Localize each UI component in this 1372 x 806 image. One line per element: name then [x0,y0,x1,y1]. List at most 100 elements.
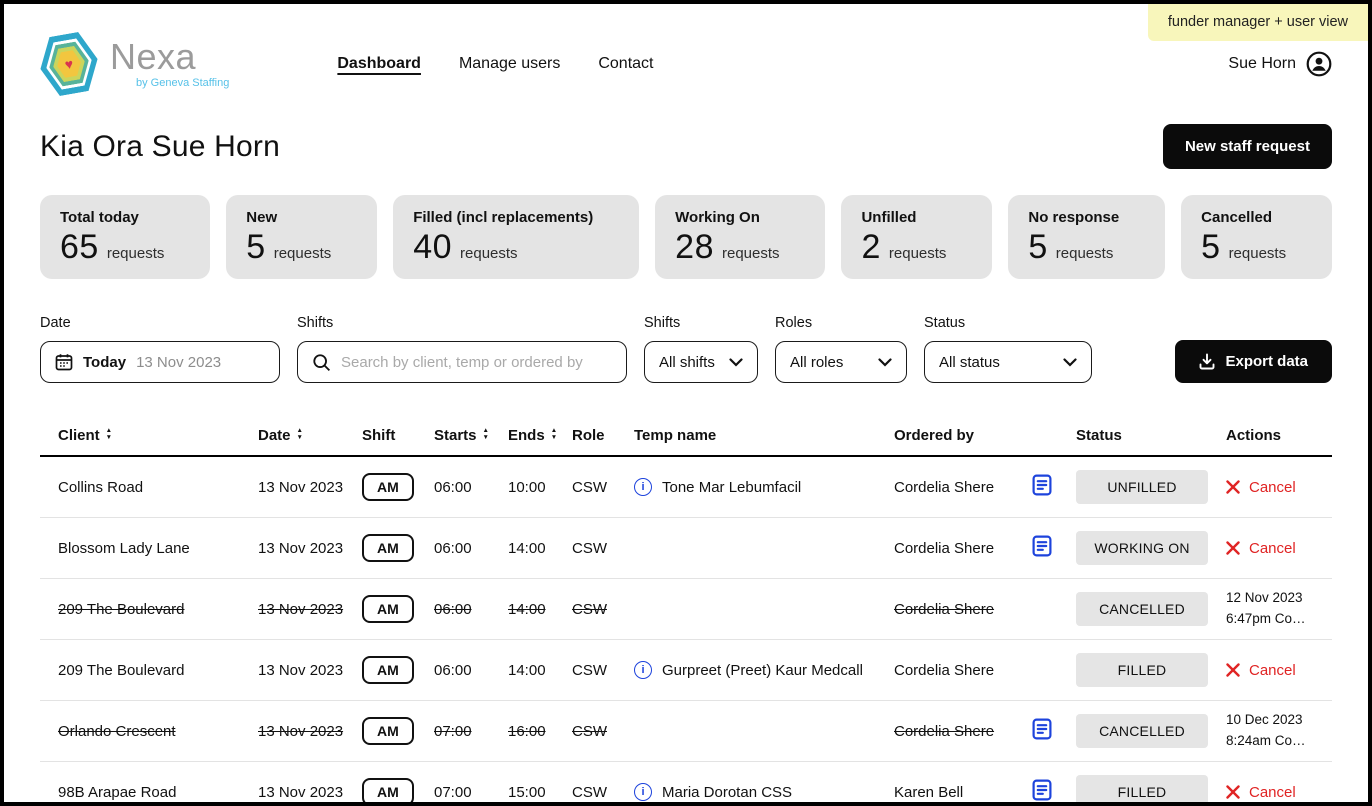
note-document-icon[interactable] [1032,718,1052,740]
cancelled-timestamp: 12 Nov 2023 6:47pm Co… [1226,588,1314,630]
timestamp-date: 10 Dec 2023 [1226,712,1303,728]
stat-label: Working On [675,209,760,226]
table-row: 98B Arapae Road 13 Nov 2023 AM 07:00 15:00 CS… [40,762,1332,802]
col-date[interactable]: Date ▲ ▼ [258,427,362,444]
nexa-hexagon-icon: ♥ [35,29,103,98]
stat-card-no-response: No response 5 requests [1008,195,1166,279]
stat-label: Filled (incl replacements) [413,209,594,226]
shift-badge: AM [362,778,414,802]
cell-date: 13 Nov 2023 [258,722,344,740]
stat-label: No response [1028,209,1120,226]
user-avatar-icon [1306,51,1332,77]
cell-starts: 06:00 [434,539,472,557]
shift-badge: AM [362,656,414,684]
sort-icon: ▲ ▼ [296,427,303,441]
status-select-value: All status [939,353,1000,371]
cancel-label: Cancel [1249,539,1296,557]
cell-ends: 15:00 [508,783,546,801]
table-header-row: Client ▲ ▼ Date ▲ ▼ Shift Starts ▲ ▼ Ends ▲ ▼ Role Tem… [40,415,1332,457]
export-data-button[interactable]: Export data [1175,340,1332,383]
cell-ordered-by: Karen Bell [894,783,964,801]
brand-logo[interactable]: ♥ Nexa by Geneva Staffing [40,34,229,94]
export-data-label: Export data [1225,353,1308,370]
col-temp-name: Temp name [634,427,894,444]
nav-item-contact[interactable]: Contact [598,55,654,72]
view-mode-banner: funder manager + user view [1147,4,1368,41]
chevron-down-icon [729,357,743,367]
cell-actions: Cancel [1226,662,1314,679]
date-today-label: Today [83,353,127,371]
cancel-button[interactable]: Cancel [1226,479,1314,496]
stat-value: 2 requests [861,228,972,267]
cell-role: CSW [572,783,607,801]
status-badge: WORKING ON [1076,531,1208,565]
nav-item-dashboard[interactable]: Dashboard [337,55,421,72]
stat-value: 5 requests [1201,228,1312,267]
info-icon[interactable]: i [634,478,652,496]
new-staff-request-button[interactable]: New staff request [1162,124,1332,169]
roles-select[interactable]: All roles [775,341,907,383]
cancel-button[interactable]: Cancel [1226,540,1314,557]
col-actions: Actions [1226,427,1314,444]
table-body: Collins Road 13 Nov 2023 AM 06:00 10:00 CSW i T… [40,457,1332,802]
brand-text: Nexa by Geneva Staffing [110,39,229,90]
cell-ordered-by: Cordelia Shere [894,539,995,557]
user-menu[interactable]: Sue Horn [1228,51,1332,77]
col-label: Date [258,426,291,444]
stat-value: 65 requests [60,228,190,267]
cell-starts: 06:00 [434,661,472,679]
cancel-button[interactable]: Cancel [1226,784,1314,801]
cell-status: FILLED [1076,653,1226,687]
col-label: Ends [508,426,545,444]
sort-icon: ▲ ▼ [105,427,113,441]
stat-label: Cancelled [1201,209,1273,226]
shifts-select[interactable]: All shifts [644,341,758,383]
cancel-button[interactable]: Cancel [1226,662,1314,679]
col-client[interactable]: Client ▲ ▼ [58,427,258,444]
status-select[interactable]: All status [924,341,1092,383]
shift-badge: AM [362,473,414,501]
chevron-down-icon [1063,357,1077,367]
shifts-select-value: All shifts [659,353,715,371]
temp-name: Tone Mar Lebumfacil [662,478,802,496]
cell-starts: 06:00 [434,478,472,496]
status-badge: CANCELLED [1076,592,1208,626]
note-document-icon[interactable] [1032,474,1052,496]
top-nav: ♥ Nexa by Geneva Staffing Dashboard Manag… [4,4,1368,94]
cancel-label: Cancel [1249,661,1296,679]
cell-status: FILLED [1076,775,1226,802]
shift-badge: AM [362,717,414,745]
main-nav: Dashboard Manage users Contact [337,55,653,73]
cell-client: 98B Arapae Road [58,783,177,801]
cell-actions: Cancel [1226,784,1314,801]
info-icon[interactable]: i [634,661,652,679]
cell-starts: 06:00 [434,600,472,618]
stat-unit: requests [1055,245,1114,262]
col-starts[interactable]: Starts ▲ ▼ [434,427,508,444]
nav-item-manage-users[interactable]: Manage users [458,55,561,72]
date-picker[interactable]: Today 13 Nov 2023 [40,341,280,383]
shift-badge: AM [362,595,414,623]
cell-shift: AM [362,534,434,562]
cell-status: WORKING ON [1076,531,1226,565]
col-role: Role [572,427,634,444]
stat-number: 65 [60,228,99,266]
col-ends[interactable]: Ends ▲ ▼ [508,427,572,444]
cell-status: UNFILLED [1076,470,1226,504]
status-badge: FILLED [1076,653,1208,687]
search-input[interactable] [341,353,612,371]
cancel-x-icon [1226,541,1240,555]
note-document-icon[interactable] [1032,535,1052,557]
cancel-x-icon [1226,663,1240,677]
col-label: Ordered by [894,426,975,444]
note-document-icon[interactable] [1032,779,1052,801]
cell-actions: Cancel [1226,479,1314,496]
stat-value: 40 requests [413,228,619,267]
roles-select-value: All roles [790,353,844,371]
cancel-x-icon [1226,785,1240,799]
stat-number: 5 [1201,228,1221,266]
cell-ends: 10:00 [508,478,546,496]
stat-unit: requests [722,245,780,262]
cell-status: CANCELLED [1076,592,1226,626]
info-icon[interactable]: i [634,783,652,801]
